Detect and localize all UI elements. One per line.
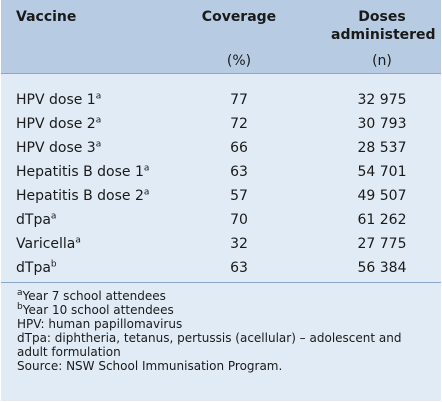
table-row: dTpab 63 56 384: [1, 256, 441, 280]
header-coverage-unit: (%): [226, 53, 252, 69]
header-coverage: Coverage: [201, 9, 277, 25]
footnote-hpv: HPV: human papillomavirus: [17, 317, 183, 331]
doses-value: 56 384: [357, 260, 407, 276]
coverage-value: 63: [230, 260, 248, 276]
header-doses-unit: (n): [372, 53, 392, 69]
table-footnotes: aYear 7 school attendees bYear 10 school…: [1, 282, 441, 402]
vaccine-name: Hepatitis B dose 1a: [16, 163, 150, 180]
table-row: Hepatitis B dose 2a 57 49 507: [1, 184, 441, 208]
table-row: Varicellaa 32 27 775: [1, 232, 441, 256]
footnote-dtpa: dTpa: diphtheria, tetanus, pertussis (ac…: [17, 331, 402, 359]
doses-value: 49 507: [357, 188, 407, 204]
footnote-source: Source: NSW School Immunisation Program.: [17, 359, 283, 373]
coverage-value: 66: [230, 140, 248, 156]
vaccine-name: HPV dose 1a: [16, 91, 102, 108]
vaccine-name: dTpaa: [16, 211, 57, 228]
doses-value: 54 701: [357, 164, 407, 180]
vaccine-name: Hepatitis B dose 2a: [16, 187, 150, 204]
table-header: Vaccine Coverage (%) Doses administered …: [1, 0, 441, 74]
header-doses: Doses administered: [331, 8, 436, 44]
doses-value: 28 537: [357, 140, 407, 156]
doses-value: 61 262: [357, 212, 407, 228]
coverage-value: 72: [230, 116, 248, 132]
footnote-b: bYear 10 school attendees: [17, 302, 174, 318]
table-row: HPV dose 1a 77 32 975: [1, 88, 441, 112]
coverage-value: 70: [230, 212, 248, 228]
table-row: HPV dose 2a 72 30 793: [1, 112, 441, 136]
coverage-value: 57: [230, 188, 248, 204]
vaccine-name: HPV dose 3a: [16, 139, 102, 156]
coverage-value: 32: [230, 236, 248, 252]
table-row: HPV dose 3a 66 28 537: [1, 136, 441, 160]
vaccine-name: HPV dose 2a: [16, 115, 102, 132]
coverage-value: 77: [230, 92, 248, 108]
doses-value: 32 975: [357, 92, 407, 108]
header-vaccine: Vaccine: [16, 9, 77, 25]
doses-value: 27 775: [357, 236, 407, 252]
vaccine-name: Varicellaa: [16, 235, 81, 252]
coverage-value: 63: [230, 164, 248, 180]
vaccine-name: dTpab: [16, 259, 57, 276]
doses-value: 30 793: [357, 116, 407, 132]
table-row: Hepatitis B dose 1a 63 54 701: [1, 160, 441, 184]
table-body: HPV dose 1a 77 32 975 HPV dose 2a 72 30 …: [1, 88, 441, 280]
table-row: dTpaa 70 61 262: [1, 208, 441, 232]
header-doses-line2: administered: [331, 27, 436, 43]
footnote-a: aYear 7 school attendees: [17, 288, 166, 304]
header-doses-line1: Doses: [358, 9, 406, 25]
